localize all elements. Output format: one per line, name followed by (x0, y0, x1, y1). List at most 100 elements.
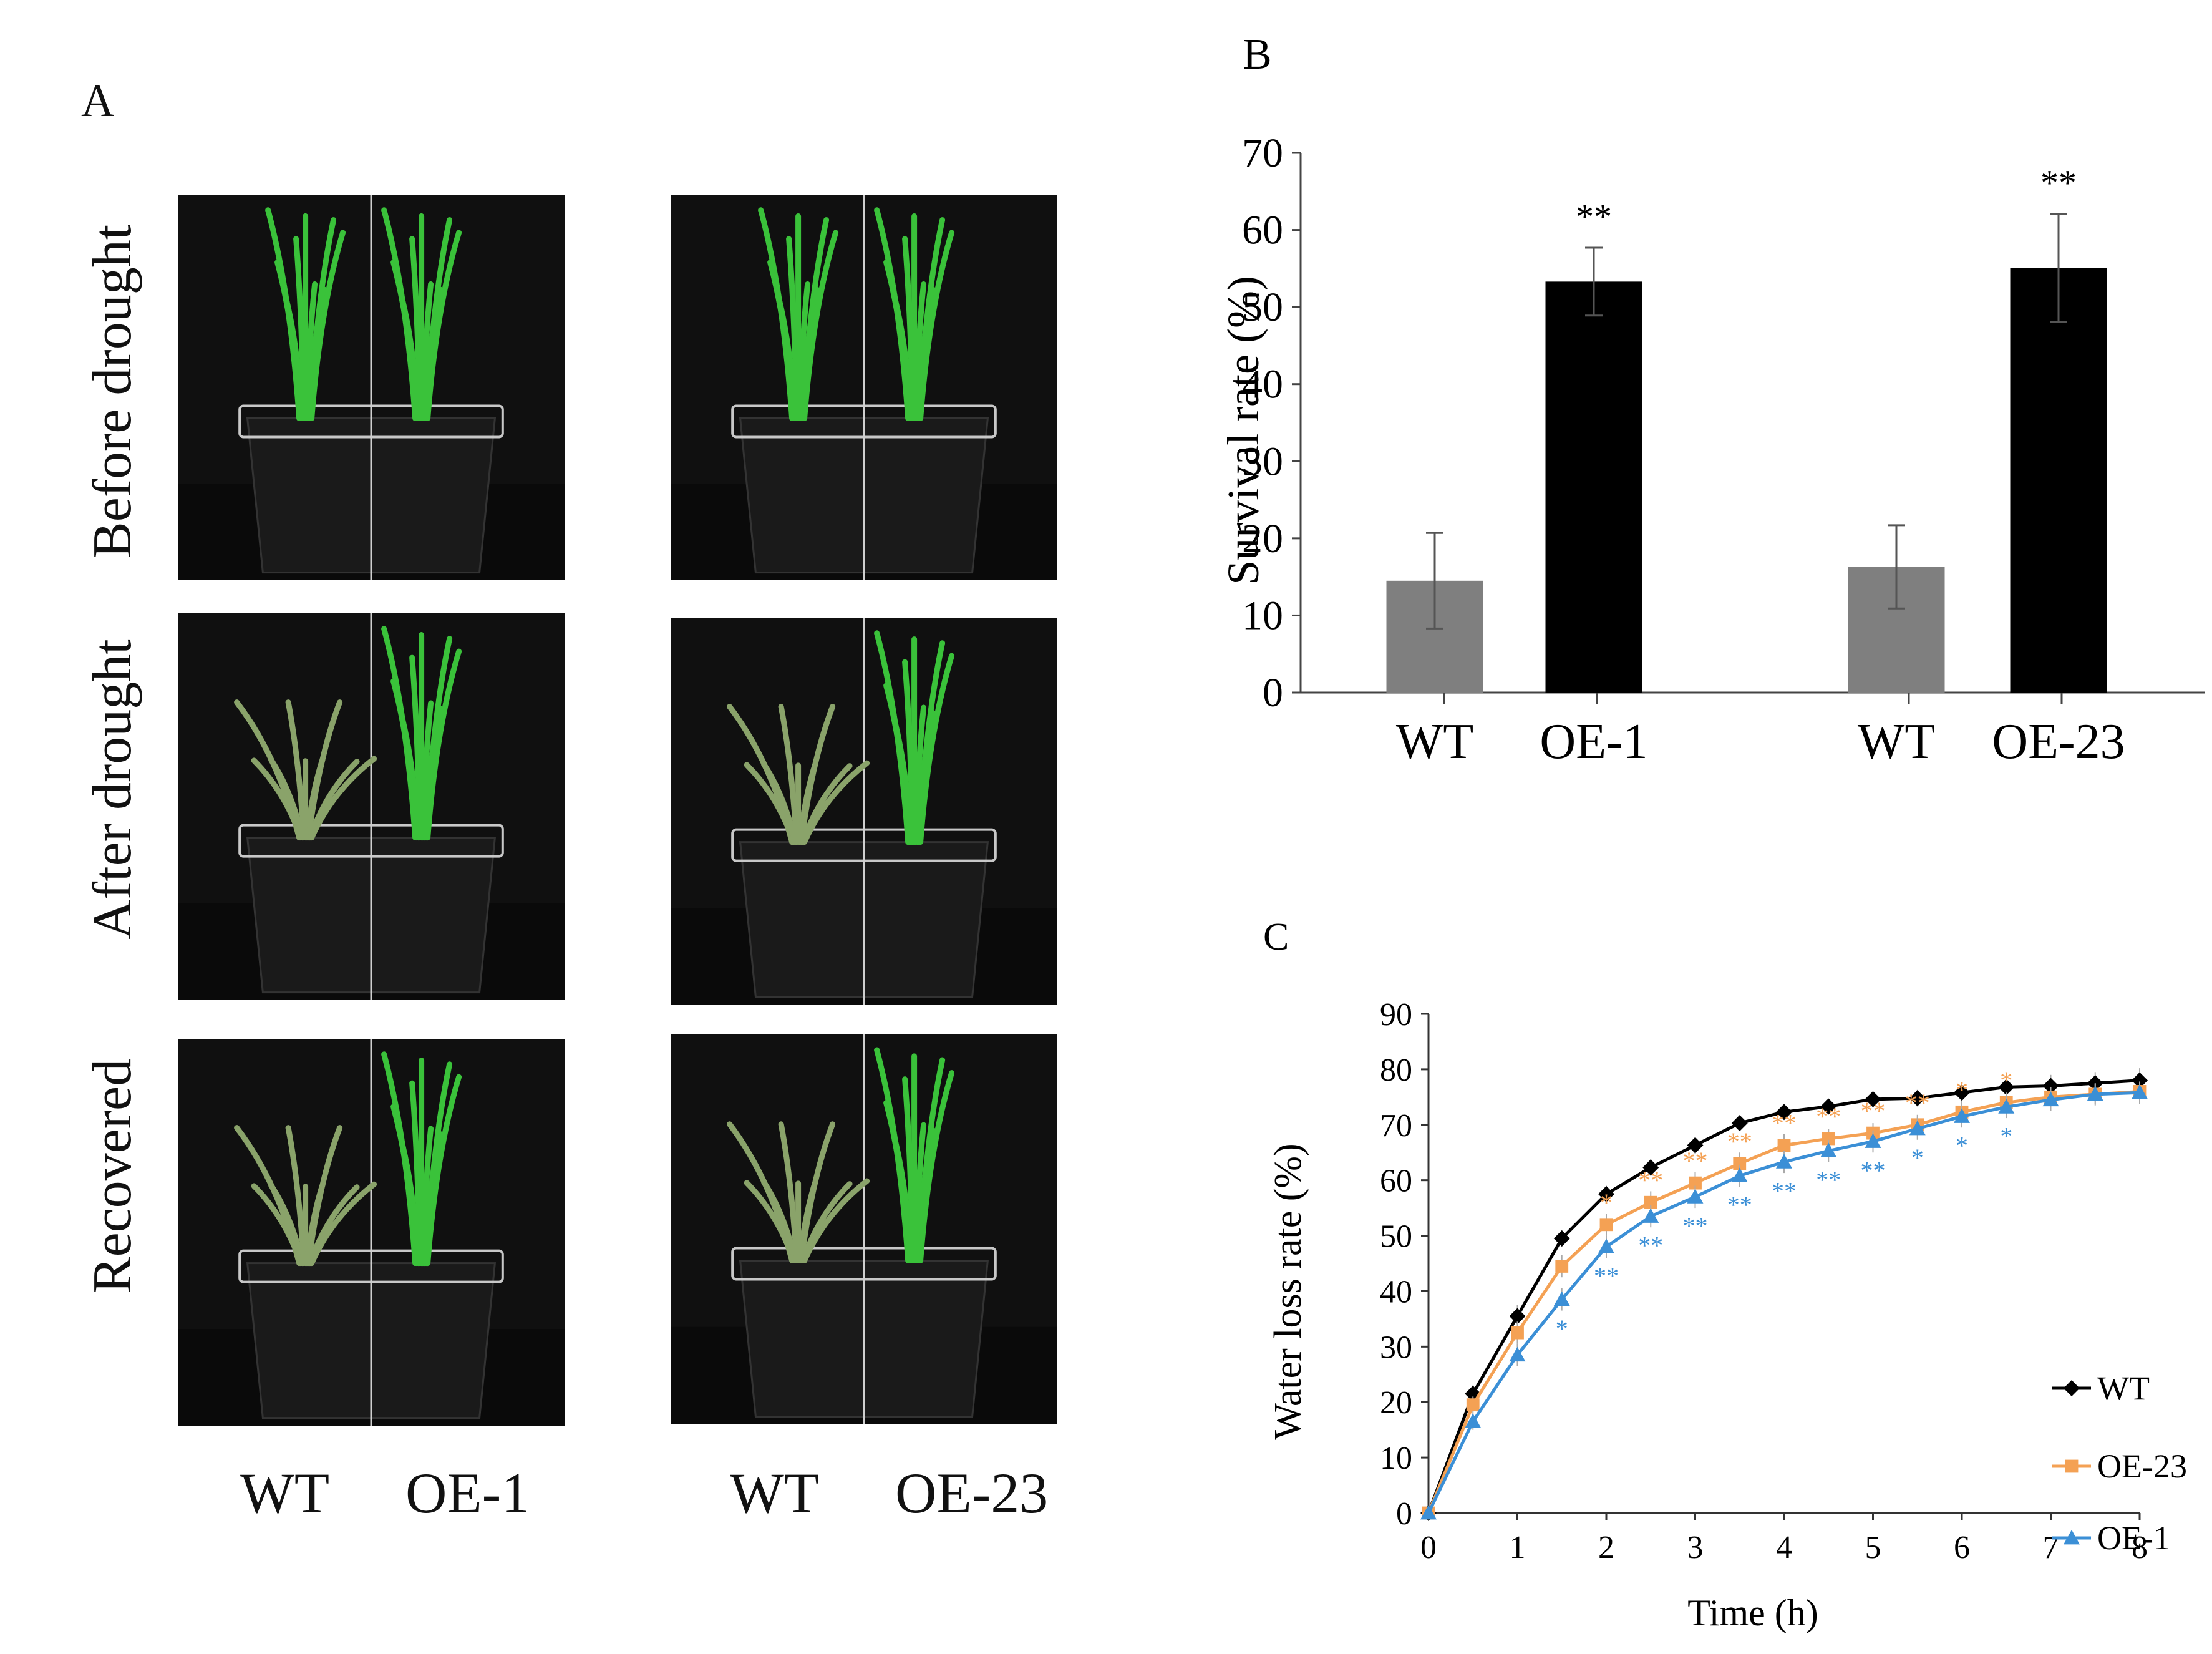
c-y-axis-label: Water loss rate (%) (1267, 1143, 1309, 1439)
panel-c-letter: C (1263, 923, 1289, 958)
data-point (1776, 1154, 1792, 1169)
data-point (1642, 1159, 1659, 1176)
c-x-tick-label: 8 (2132, 1530, 2148, 1565)
panel-a-letter: A (81, 75, 115, 127)
data-point (1553, 1291, 1570, 1306)
significance-star: ** (1772, 1109, 1797, 1137)
wt-leaf (761, 761, 798, 845)
b-y-tick-label: 0 (1263, 670, 1283, 716)
significance-star: ** (1638, 1231, 1663, 1259)
bar (1545, 281, 1642, 693)
data-point (1644, 1195, 1657, 1209)
significance-star: * (2000, 1122, 2012, 1150)
significance-star: ** (1861, 1097, 1886, 1125)
wt-leaf (285, 699, 307, 841)
c-y-tick-label: 80 (1380, 1053, 1412, 1088)
c-x-tick-label: 2 (1598, 1530, 1614, 1565)
significance-star: ** (1683, 1212, 1708, 1240)
col-label-wt-2: WT (730, 1461, 820, 1525)
wt-leaf (309, 756, 377, 841)
data-point (1465, 1413, 1482, 1428)
b-y-tick-label: 30 (1242, 439, 1283, 484)
wt-leaf (761, 1179, 798, 1263)
c-y-tick-label: 0 (1396, 1496, 1412, 1532)
plant-illustration (178, 1039, 565, 1426)
c-y-tick-label: 40 (1380, 1274, 1412, 1310)
data-point (1998, 1099, 2015, 1114)
data-point (1553, 1230, 1570, 1247)
significance-star: * (1600, 1189, 1613, 1217)
plant-illustration (178, 613, 565, 1000)
plant-illustration (671, 195, 1057, 580)
col-label-oe23: OE-23 (895, 1461, 1049, 1525)
photo-recovered-oe23 (671, 1034, 1057, 1424)
photo-before-drought-oe1 (178, 195, 565, 580)
data-point (1555, 1260, 1569, 1273)
wt-leaf (802, 230, 839, 421)
data-point (2064, 1380, 2080, 1396)
significance-star: ** (1683, 1147, 1708, 1175)
c-x-tick-label: 7 (2043, 1530, 2059, 1565)
c-y-tick-label: 30 (1380, 1330, 1412, 1365)
oe-leaf (425, 230, 462, 421)
data-point (1598, 1185, 1614, 1202)
significance-star: * (2000, 1066, 2012, 1094)
wt-leaf (309, 1181, 377, 1267)
data-point (1642, 1208, 1659, 1223)
significance-star: ** (1727, 1191, 1752, 1219)
row-label-after-drought: After drought (82, 639, 143, 940)
significance-label: ** (2040, 163, 2077, 203)
wt-leaf (306, 1125, 343, 1267)
legend-label: OE-23 (2097, 1447, 2187, 1485)
c-y-tick-label: 10 (1380, 1441, 1412, 1476)
wt-leaf (798, 704, 836, 845)
data-point (1420, 1505, 1437, 1520)
wt-leaf (802, 760, 870, 845)
b-y-tick-label: 60 (1242, 208, 1283, 253)
data-point (1909, 1121, 1926, 1136)
wt-leaf (306, 699, 343, 841)
significance-star: * (1956, 1131, 1968, 1159)
data-point (1820, 1142, 1837, 1157)
significance-star: * (1956, 1076, 1968, 1104)
row-label-recovered: Recovered (82, 1058, 143, 1294)
significance-star: ** (1638, 1166, 1663, 1194)
data-point (1954, 1108, 1970, 1123)
data-point (1509, 1346, 1526, 1362)
significance-star: ** (1727, 1127, 1752, 1155)
oe-leaf (918, 1070, 955, 1263)
b-y-tick-label: 10 (1242, 593, 1283, 638)
b-y-tick-label: 40 (1242, 362, 1283, 407)
photo-after-drought-oe23 (671, 618, 1057, 1005)
data-point (1689, 1176, 1702, 1190)
b-y-tick-label: 20 (1242, 516, 1283, 562)
c-x-tick-label: 6 (1954, 1530, 1970, 1565)
legend-label: OE-1 (2097, 1519, 2170, 1557)
data-point (2087, 1086, 2103, 1101)
c-y-tick-label: 70 (1380, 1108, 1412, 1144)
data-point (2064, 1530, 2080, 1545)
c-x-axis-label: Time (h) (1687, 1592, 1818, 1633)
wt-leaf (309, 230, 346, 421)
data-point (1599, 1218, 1613, 1232)
photo-recovered-oe1 (178, 1039, 565, 1426)
b-y-tick-label: 50 (1242, 285, 1283, 330)
plant-illustration (178, 195, 565, 580)
b-y-axis-label: Survival rate (%) (1218, 276, 1268, 585)
bar-category-label: WT (1396, 714, 1473, 769)
c-y-tick-label: 50 (1380, 1219, 1412, 1255)
oe-leaf (918, 653, 955, 845)
photo-after-drought-oe1 (178, 613, 565, 1000)
bar-category-label: OE-23 (1992, 714, 2125, 769)
c-x-tick-label: 3 (1687, 1530, 1704, 1565)
significance-star: ** (1861, 1156, 1886, 1184)
wt-leaf (268, 1182, 306, 1267)
plant-illustration (671, 618, 1057, 1005)
legend-label: WT (2097, 1369, 2150, 1407)
data-point (2042, 1078, 2059, 1094)
significance-star: ** (1816, 1102, 1841, 1131)
wt-leaf (802, 1178, 870, 1263)
c-x-tick-label: 5 (1865, 1530, 1881, 1565)
bar-category-label: OE-1 (1540, 714, 1647, 769)
